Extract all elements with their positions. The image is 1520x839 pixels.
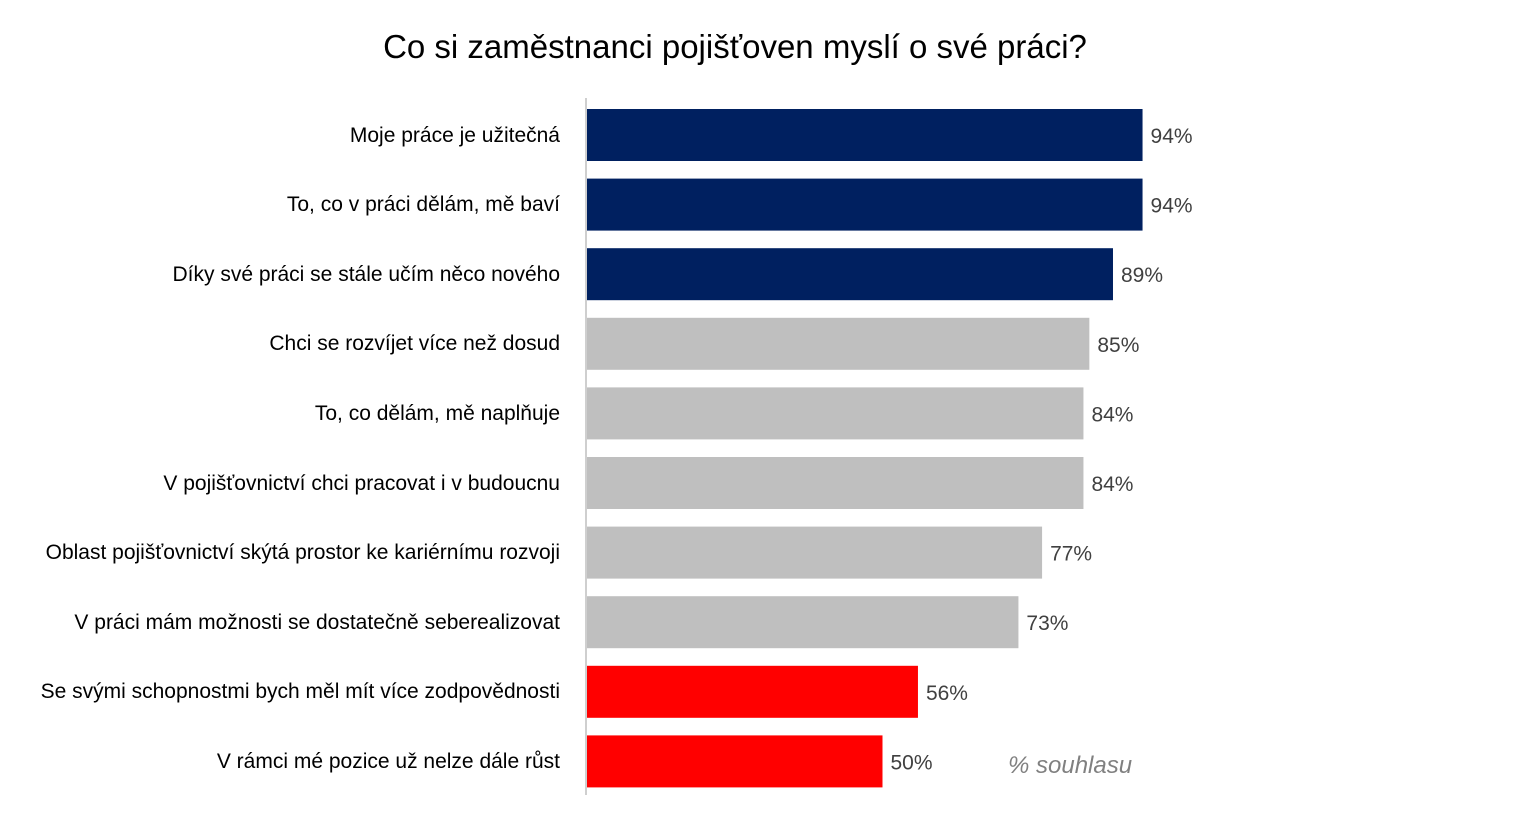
data-label: 85% xyxy=(1097,334,1139,357)
category-label: To, co dělám, mě naplňuje xyxy=(314,401,560,425)
bar xyxy=(587,109,1143,161)
bar xyxy=(587,387,1084,440)
category-label: Oblast pojišťovnictví skýtá prostor ke k… xyxy=(45,541,560,565)
data-label: 94% xyxy=(1151,125,1193,148)
data-label: 77% xyxy=(1050,543,1092,566)
category-label: Moje práce je užitečná xyxy=(349,123,560,147)
bar xyxy=(587,317,1090,370)
bar xyxy=(587,178,1143,231)
category-label: V práci mám možnosti se dostatečně seber… xyxy=(74,610,560,634)
category-label: Díky své práci se stále učím něco nového xyxy=(172,262,560,286)
category-label: V rámci mé pozice už nelze dále růst xyxy=(216,749,560,773)
chart-title: Co si zaměstnanci pojišťoven myslí o své… xyxy=(383,28,1087,65)
data-label: 73% xyxy=(1026,612,1068,635)
data-label: 56% xyxy=(926,682,968,705)
bar xyxy=(587,248,1113,301)
bar xyxy=(587,665,918,718)
data-label: 50% xyxy=(891,751,933,774)
data-label: 94% xyxy=(1151,195,1193,218)
bar xyxy=(587,526,1043,579)
data-label: 84% xyxy=(1091,403,1133,426)
data-label: 84% xyxy=(1091,473,1133,496)
category-label: Chci se rozvíjet více než dosud xyxy=(269,332,560,356)
category-label: V pojišťovnictví chci pracovat i v budou… xyxy=(163,471,560,495)
category-label: Se svými schopnostmi bych měl mít více z… xyxy=(40,680,560,704)
bar xyxy=(587,596,1019,649)
bar xyxy=(587,457,1084,509)
bar xyxy=(587,735,883,788)
category-label: To, co v práci dělám, mě baví xyxy=(286,193,560,217)
data-label: 89% xyxy=(1121,264,1163,287)
unit-note: % souhlasu xyxy=(1008,752,1133,779)
